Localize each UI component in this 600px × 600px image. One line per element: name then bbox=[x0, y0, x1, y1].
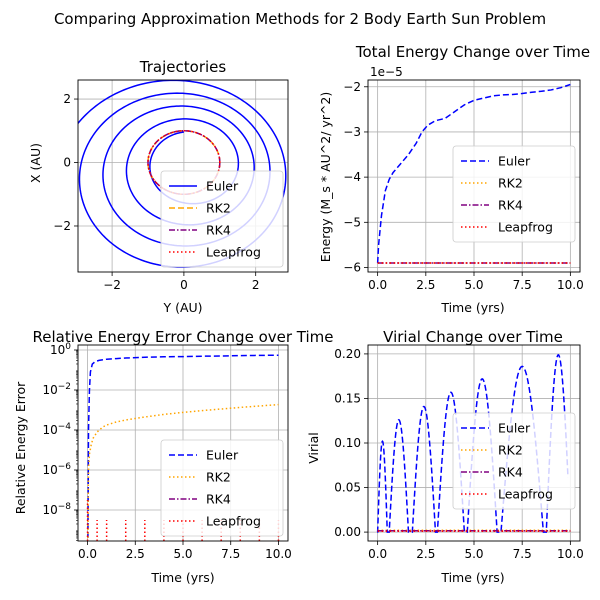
offset-label: 1e−5 bbox=[370, 65, 403, 79]
legend-label: RK2 bbox=[206, 201, 231, 216]
x-tick-label: 0 bbox=[180, 278, 188, 292]
y-axis-label: Energy (M_s * AU^2/ yr^2) bbox=[318, 92, 333, 263]
legend-frame bbox=[160, 170, 284, 268]
legend-label: Euler bbox=[498, 421, 531, 436]
legend: Euler RK2 RK4 Leapfrog bbox=[160, 439, 284, 537]
y-tick-label: −3 bbox=[343, 125, 361, 139]
legend-label: Euler bbox=[206, 448, 239, 463]
axes-frame bbox=[367, 79, 581, 273]
y-tick-label: −2 bbox=[343, 80, 361, 94]
legend: Euler RK2 RK4 Leapfrog bbox=[452, 145, 576, 243]
x-tick-label: 0.0 bbox=[78, 547, 97, 561]
y-tick-label: −6 bbox=[343, 260, 361, 274]
y-tick-label: 0.05 bbox=[334, 481, 361, 495]
legend-label: RK4 bbox=[498, 465, 523, 480]
x-axis-label: Time (yrs) bbox=[440, 570, 504, 585]
y-tick-label: 10−2 bbox=[42, 382, 71, 397]
x-tick-label: −2 bbox=[103, 278, 121, 292]
x-axis-label: Time (yrs) bbox=[440, 300, 504, 315]
legend-label: Euler bbox=[498, 154, 531, 169]
y-tick-label: −2 bbox=[53, 219, 71, 233]
y-tick-label: 0.15 bbox=[334, 391, 361, 405]
series-line-euler bbox=[376, 353, 569, 533]
legend-label: Leapfrog bbox=[498, 220, 553, 235]
legend-frame bbox=[452, 412, 576, 510]
y-tick-label: 0.20 bbox=[334, 347, 361, 361]
plot-area: 0.0 2.5 5.0 7.5 10.0 −6 −5 −4 −3 −2 Euler RK2 RK4 Lea… bbox=[343, 79, 584, 292]
y-axis-label: Virial bbox=[306, 432, 321, 464]
x-tick-label: 7.5 bbox=[513, 278, 532, 292]
x-axis-label: Time (yrs) bbox=[150, 570, 214, 585]
axes-frame bbox=[77, 79, 289, 273]
subplot-trajectories: Trajectories Y (AU) X (AU) −2 0 2 −2 0 2 Euler… bbox=[28, 58, 289, 315]
legend-label: RK2 bbox=[498, 443, 523, 458]
legend: Euler RK2 RK4 Leapfrog bbox=[160, 170, 284, 268]
y-tick-label: 2 bbox=[63, 92, 71, 106]
y-tick-label: 100 bbox=[50, 342, 71, 357]
plot-area: 0.0 2.5 5.0 7.5 10.0 100 10−2 10−4 10−6 10−8 Euler… bbox=[42, 342, 291, 561]
x-tick-label: 0.0 bbox=[368, 278, 387, 292]
figure-suptitle: Comparing Approximation Methods for 2 Bo… bbox=[54, 10, 546, 28]
x-axis-label: Y (AU) bbox=[162, 300, 202, 315]
x-tick-label: 7.5 bbox=[513, 547, 532, 561]
x-tick-label: 5.0 bbox=[464, 547, 483, 561]
x-tick-label: 0.0 bbox=[368, 547, 387, 561]
series-line-rk2 bbox=[87, 403, 279, 539]
legend-label: RK4 bbox=[206, 492, 231, 507]
y-tick-label: 0 bbox=[63, 156, 71, 170]
y-tick-label: −4 bbox=[343, 170, 361, 184]
subplot-title: Total Energy Change over Time bbox=[355, 43, 590, 61]
legend-frame bbox=[160, 439, 284, 537]
y-tick-label: 10−8 bbox=[42, 502, 71, 517]
axes-frame bbox=[77, 344, 289, 542]
legend-label: Leapfrog bbox=[206, 514, 261, 529]
legend-label: RK2 bbox=[498, 176, 523, 191]
subplot-title: Relative Energy Error Change over Time bbox=[33, 328, 334, 346]
x-tick-label: 7.5 bbox=[221, 547, 240, 561]
x-tick-label: 2 bbox=[252, 278, 260, 292]
legend-label: Leapfrog bbox=[498, 487, 553, 502]
x-tick-label: 10.0 bbox=[557, 278, 584, 292]
y-tick-label: −5 bbox=[343, 215, 361, 229]
y-tick-label: 10−6 bbox=[42, 462, 71, 477]
x-tick-label: 2.5 bbox=[126, 547, 145, 561]
subplot-total-energy: Total Energy Change over Time 1e−5 Time … bbox=[318, 43, 590, 315]
x-tick-label: 2.5 bbox=[416, 278, 435, 292]
legend-label: RK4 bbox=[206, 223, 231, 238]
y-tick-label: 0.00 bbox=[334, 525, 361, 539]
legend-label: Euler bbox=[206, 179, 239, 194]
legend-label: Leapfrog bbox=[206, 245, 261, 260]
legend: Euler RK2 RK4 Leapfrog bbox=[452, 412, 576, 510]
subplot-virial: Virial Change over Time Time (yrs) Viria… bbox=[306, 328, 584, 585]
x-tick-label: 10.0 bbox=[265, 547, 292, 561]
series-layer bbox=[376, 353, 571, 533]
subplot-title: Trajectories bbox=[139, 58, 227, 76]
legend-label: RK4 bbox=[498, 198, 523, 213]
x-tick-label: 5.0 bbox=[173, 547, 192, 561]
legend-frame bbox=[452, 145, 576, 243]
x-tick-label: 5.0 bbox=[464, 278, 483, 292]
plot-area: −2 0 2 −2 0 2 Euler RK2 RK4 Leapfrog bbox=[53, 79, 289, 292]
y-axis-label: X (AU) bbox=[28, 143, 43, 183]
axes-frame bbox=[367, 344, 581, 542]
x-tick-label: 10.0 bbox=[557, 547, 584, 561]
plot-area: 0.0 2.5 5.0 7.5 10.0 0.00 0.05 0.10 0.15 0.20 Eule… bbox=[334, 344, 584, 561]
y-tick-label: 10−4 bbox=[42, 422, 71, 437]
y-tick-label: 0.10 bbox=[334, 436, 361, 450]
y-axis-label: Relative Energy Error bbox=[13, 381, 28, 514]
legend-label: RK2 bbox=[206, 470, 231, 485]
subplot-relative-energy-error: Relative Energy Error Change over Time T… bbox=[13, 328, 334, 585]
subplot-title: Virial Change over Time bbox=[383, 328, 563, 346]
x-tick-label: 2.5 bbox=[416, 547, 435, 561]
series-layer bbox=[376, 83, 571, 264]
series-line-euler bbox=[87, 354, 279, 539]
